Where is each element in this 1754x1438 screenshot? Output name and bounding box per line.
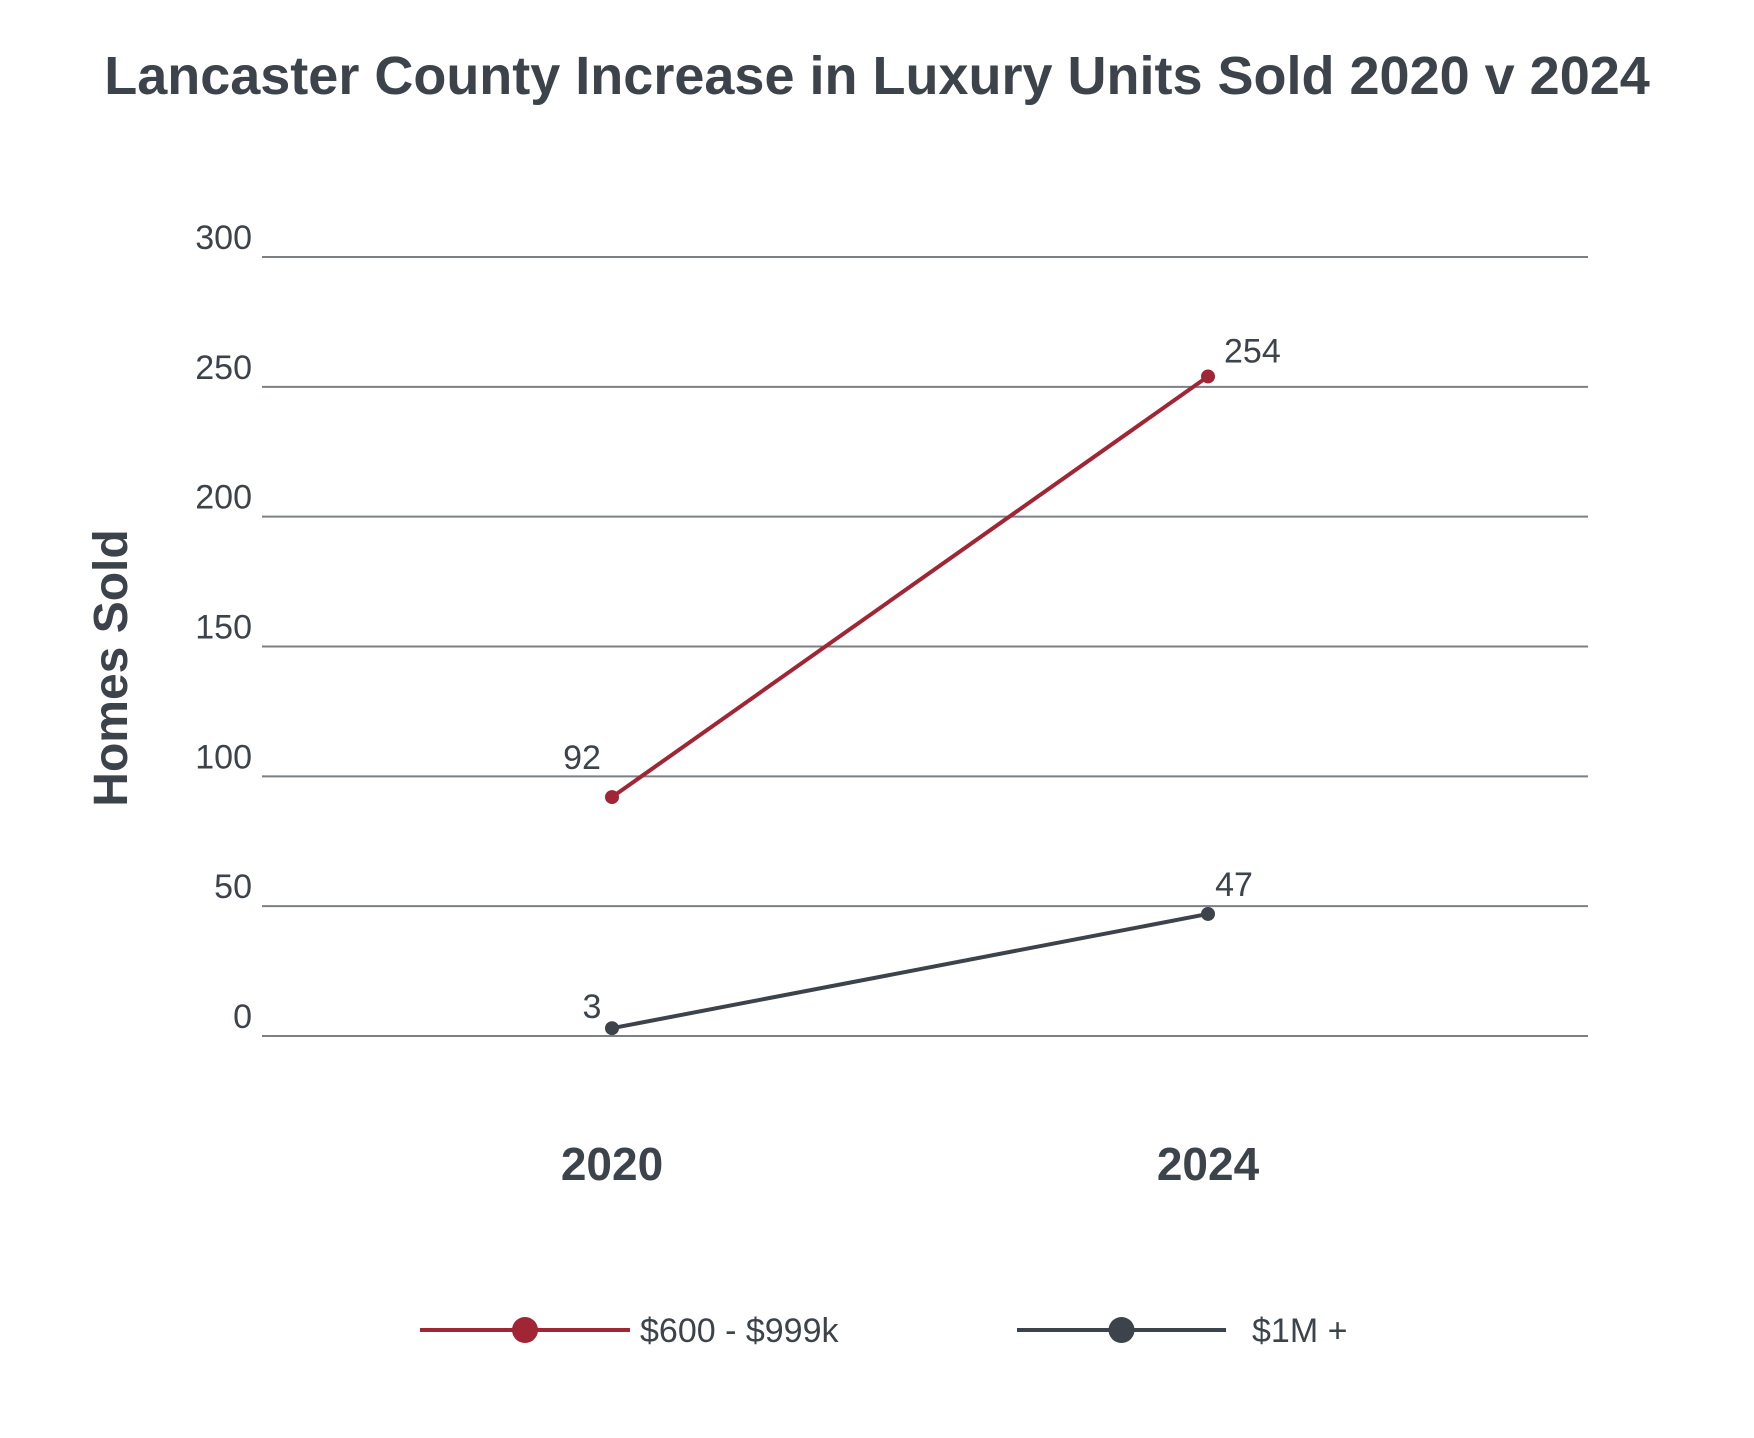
- data-label: 92: [563, 739, 601, 777]
- y-tick-label: 200: [195, 479, 252, 517]
- y-axis-label: Homes Sold: [85, 529, 138, 806]
- data-point: [605, 790, 619, 805]
- x-axis-ticks: 2020 2024: [561, 1138, 1260, 1190]
- legend-marker: [512, 1317, 538, 1343]
- y-tick-label: 100: [195, 738, 252, 776]
- data-label: 47: [1215, 866, 1253, 904]
- chart-title: Lancaster County Increase in Luxury Unit…: [104, 46, 1650, 106]
- y-tick-label: 250: [195, 349, 252, 387]
- legend-marker: [1108, 1317, 1135, 1343]
- gridlines: [262, 256, 1588, 1037]
- y-tick-label: 0: [233, 998, 252, 1036]
- data-point: [1201, 369, 1215, 384]
- legend-label: $600 - $999k: [640, 1312, 839, 1350]
- legend: $600 - $999k $1M +: [420, 1312, 1347, 1350]
- legend-item-1: $600 - $999k: [420, 1312, 839, 1350]
- y-tick-label: 300: [195, 219, 252, 257]
- series-line: [610, 374, 1210, 799]
- y-tick-label: 50: [214, 868, 252, 906]
- data-point: [605, 1021, 619, 1036]
- y-tick-label: 150: [195, 609, 252, 647]
- legend-item-2: $1M +: [1017, 1312, 1347, 1350]
- y-axis-ticks: 0 50 100 150 200 250 300: [195, 219, 252, 1036]
- data-point: [1201, 906, 1215, 921]
- series-line: [611, 911, 1209, 1031]
- x-tick-label: 2024: [1157, 1138, 1260, 1190]
- x-tick-label: 2020: [561, 1138, 663, 1190]
- legend-label: $1M +: [1252, 1312, 1347, 1350]
- series-group: 92 254 3 47: [563, 332, 1281, 1036]
- data-label: 3: [583, 988, 602, 1026]
- series-1: 92 254: [563, 332, 1281, 805]
- series-2: 3 47: [583, 866, 1253, 1036]
- data-label: 254: [1224, 332, 1281, 370]
